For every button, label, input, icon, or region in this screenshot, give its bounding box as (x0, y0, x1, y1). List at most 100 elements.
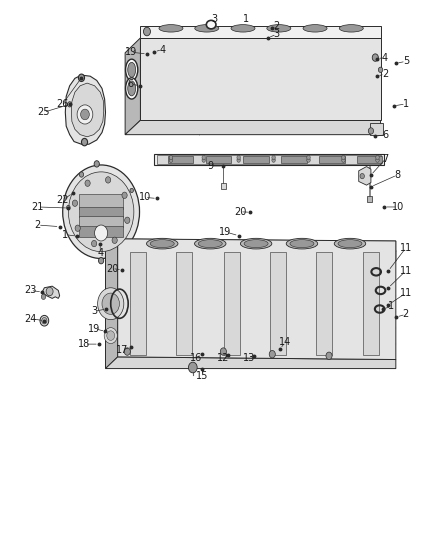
Circle shape (342, 158, 345, 163)
Text: 15: 15 (196, 371, 208, 381)
Polygon shape (118, 239, 396, 360)
Text: 3: 3 (92, 306, 98, 316)
Text: 20: 20 (106, 264, 118, 273)
Circle shape (376, 156, 379, 160)
Circle shape (130, 188, 134, 192)
Ellipse shape (147, 238, 178, 249)
Circle shape (372, 54, 378, 61)
Ellipse shape (231, 25, 255, 32)
Ellipse shape (244, 240, 268, 248)
Circle shape (41, 294, 46, 300)
Bar (282, 157, 307, 163)
Circle shape (272, 158, 276, 163)
Text: 26: 26 (57, 99, 69, 109)
Circle shape (77, 105, 93, 124)
Text: 18: 18 (78, 339, 91, 349)
Bar (79, 225, 123, 237)
Circle shape (307, 156, 310, 160)
Text: 19: 19 (88, 324, 101, 334)
Circle shape (94, 161, 99, 167)
Text: 2: 2 (35, 220, 41, 230)
Polygon shape (65, 75, 106, 144)
Circle shape (107, 331, 115, 341)
Text: 20: 20 (234, 207, 246, 217)
Text: 24: 24 (24, 313, 36, 324)
Circle shape (81, 109, 89, 120)
Bar (357, 157, 382, 163)
Circle shape (95, 225, 108, 241)
Text: 21: 21 (32, 202, 44, 212)
Text: 1: 1 (389, 301, 395, 311)
Ellipse shape (339, 25, 363, 32)
Bar (367, 196, 372, 201)
Circle shape (360, 173, 364, 179)
Bar (79, 194, 123, 209)
Circle shape (98, 288, 124, 320)
Ellipse shape (206, 20, 216, 29)
Polygon shape (106, 239, 396, 252)
Bar (316, 252, 332, 356)
Polygon shape (153, 154, 384, 165)
Text: 1: 1 (403, 99, 409, 109)
Text: 14: 14 (279, 337, 292, 347)
Bar (168, 157, 193, 163)
Ellipse shape (198, 240, 222, 248)
Bar (319, 157, 345, 163)
Ellipse shape (159, 25, 183, 32)
Circle shape (92, 240, 97, 247)
Ellipse shape (290, 240, 314, 248)
Text: 17: 17 (116, 345, 128, 355)
Circle shape (368, 128, 374, 134)
Circle shape (75, 225, 80, 231)
Text: 11: 11 (400, 266, 412, 276)
Bar (363, 252, 379, 356)
Text: 2: 2 (382, 69, 388, 79)
Text: 4: 4 (382, 53, 388, 62)
Bar (206, 157, 231, 163)
Ellipse shape (128, 81, 136, 96)
Circle shape (102, 293, 120, 314)
Circle shape (81, 139, 88, 146)
Circle shape (342, 156, 345, 160)
Polygon shape (71, 83, 104, 137)
Text: 1: 1 (62, 230, 68, 240)
Polygon shape (42, 286, 60, 298)
Polygon shape (106, 248, 396, 261)
Circle shape (99, 257, 104, 264)
Bar (79, 216, 123, 227)
Text: 11: 11 (400, 288, 412, 298)
Circle shape (46, 287, 53, 296)
Text: 2: 2 (273, 21, 280, 31)
Text: 3: 3 (212, 14, 218, 24)
Text: 7: 7 (383, 154, 389, 164)
Circle shape (169, 156, 173, 160)
Bar (244, 157, 269, 163)
Circle shape (237, 158, 240, 163)
Ellipse shape (286, 238, 318, 249)
Text: 13: 13 (244, 353, 256, 363)
Text: 11: 11 (400, 243, 412, 253)
Text: 16: 16 (190, 353, 202, 363)
Text: 4: 4 (97, 248, 103, 258)
Circle shape (106, 177, 111, 183)
Circle shape (202, 158, 205, 163)
Text: 12: 12 (217, 353, 230, 363)
Polygon shape (125, 120, 381, 135)
Circle shape (68, 172, 134, 252)
Text: 8: 8 (394, 170, 400, 180)
Circle shape (220, 348, 226, 356)
Circle shape (307, 158, 310, 163)
Circle shape (78, 74, 85, 82)
Polygon shape (141, 26, 381, 38)
Bar (79, 207, 123, 217)
Circle shape (67, 102, 72, 107)
Bar (131, 252, 146, 356)
Circle shape (125, 217, 130, 223)
Text: 10: 10 (392, 202, 404, 212)
Circle shape (67, 205, 70, 209)
Circle shape (169, 158, 173, 163)
Ellipse shape (194, 238, 226, 249)
Ellipse shape (126, 59, 138, 80)
Ellipse shape (195, 25, 219, 32)
Circle shape (188, 362, 197, 373)
